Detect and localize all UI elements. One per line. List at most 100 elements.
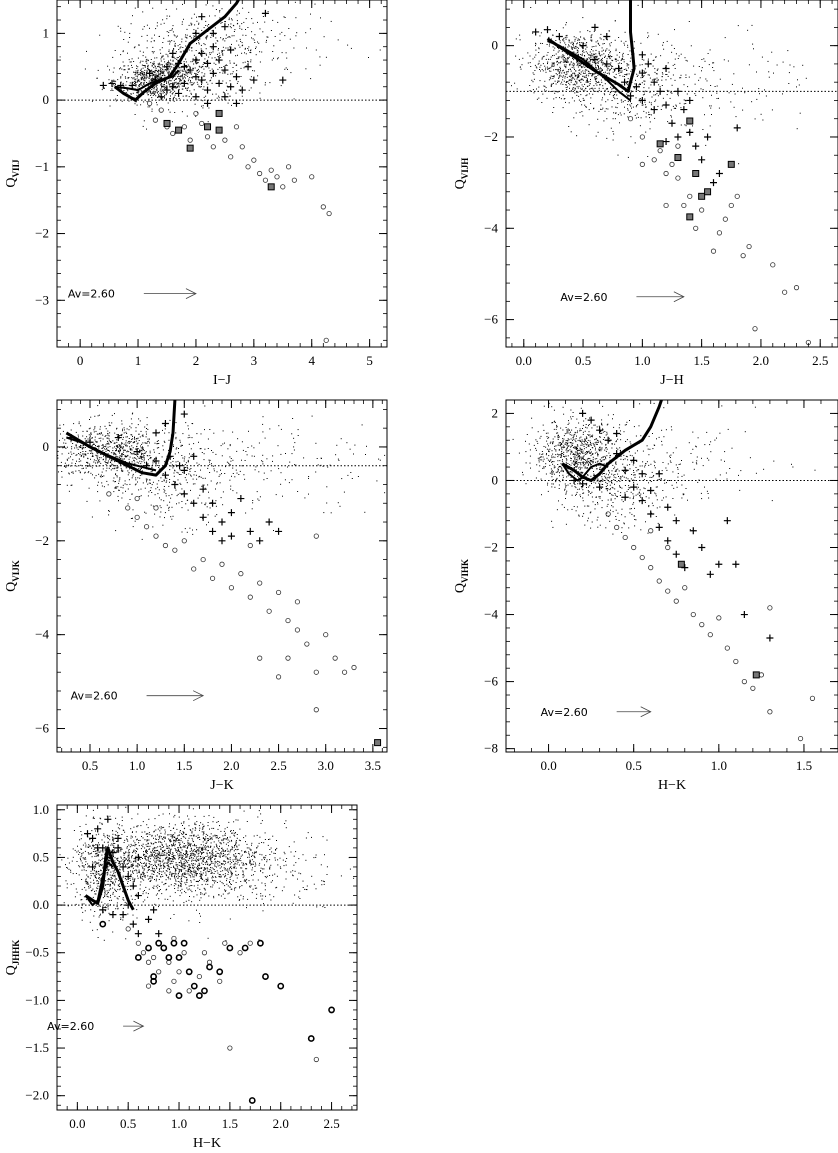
cloud-point	[579, 43, 581, 45]
cloud-point	[214, 27, 216, 29]
cloud-point	[553, 75, 555, 77]
cloud-point	[531, 79, 533, 81]
cloud-point	[205, 53, 207, 55]
cloud-point	[635, 117, 637, 119]
cloud-point	[578, 422, 580, 424]
cloud-point	[555, 73, 557, 75]
cloud-point	[83, 444, 84, 446]
cloud-point	[574, 40, 576, 42]
cloud-point	[159, 74, 161, 76]
plot-area	[57, 0, 387, 343]
cloud-point	[165, 85, 167, 87]
plus-point	[204, 99, 212, 107]
cloud-point	[106, 467, 108, 469]
cloud-point	[601, 99, 603, 101]
cloud-point	[146, 70, 148, 72]
cloud-point	[83, 456, 85, 458]
cloud-point	[144, 73, 146, 75]
cloud-point	[596, 442, 598, 444]
open-circle-point	[294, 627, 301, 633]
cloud-point	[566, 432, 568, 434]
cloud-point	[116, 445, 118, 447]
cloud-point	[207, 25, 209, 27]
cloud-point	[142, 73, 144, 75]
cloud-point	[591, 46, 593, 48]
cloud-point	[141, 35, 143, 37]
cloud-point	[584, 83, 586, 85]
cloud-point	[576, 432, 578, 434]
cloud-point	[585, 106, 587, 108]
cloud-point	[129, 68, 130, 70]
cloud-point	[767, 60, 769, 62]
cloud-point	[181, 70, 183, 72]
cloud-point	[146, 442, 148, 444]
cloud-point	[130, 449, 132, 451]
cloud-point	[644, 104, 646, 106]
cloud-point	[162, 91, 164, 93]
cloud-point	[593, 30, 595, 32]
cloud-point	[131, 453, 133, 455]
cloud-point	[122, 484, 124, 486]
cloud-point	[572, 84, 574, 86]
cloud-point	[180, 80, 182, 82]
cloud-point	[232, 48, 234, 50]
cloud-point	[613, 90, 615, 92]
cloud-point	[138, 433, 140, 435]
cloud-point	[534, 56, 536, 58]
cloud-point	[245, 18, 247, 20]
plus-point	[146, 69, 154, 77]
plus-point	[246, 527, 254, 535]
cloud-point	[177, 76, 179, 78]
cloud-point	[218, 52, 220, 54]
cloud-point	[246, 454, 248, 456]
cloud-point	[145, 451, 147, 453]
cloud-point	[751, 101, 753, 103]
cloud-point	[221, 50, 223, 52]
cloud-point	[241, 52, 243, 54]
cloud-point	[631, 103, 633, 105]
cloud-point	[694, 83, 696, 85]
cloud-point	[588, 73, 590, 75]
cloud-point	[724, 37, 726, 39]
cloud-point	[764, 89, 765, 91]
cloud-point	[229, 60, 231, 62]
cloud-point	[630, 101, 631, 103]
open-circle-point	[247, 594, 253, 600]
cloud-point	[590, 435, 592, 437]
cloud-point	[97, 455, 99, 457]
cloud-point	[560, 67, 561, 69]
cloud-point	[96, 462, 98, 464]
cloud-point	[565, 463, 567, 465]
cloud-point	[204, 44, 206, 46]
cloud-point	[250, 87, 252, 89]
cloud-point	[161, 86, 163, 88]
plus-point	[192, 56, 200, 64]
cloud-point	[146, 455, 148, 457]
cloud-point	[82, 453, 84, 455]
cloud-point	[140, 82, 142, 84]
cloud-point	[114, 461, 116, 463]
cloud-point	[166, 18, 168, 20]
cloud-point	[81, 448, 83, 450]
cloud-point	[208, 24, 210, 25]
cloud-point	[132, 92, 134, 94]
cloud-point	[575, 47, 577, 49]
cloud-point	[567, 424, 569, 425]
cloud-point	[731, 83, 733, 85]
cloud-point	[167, 72, 169, 74]
cloud-point	[672, 64, 674, 66]
cloud-point	[122, 61, 124, 63]
cloud-point	[624, 31, 626, 33]
cloud-point	[572, 87, 574, 89]
cloud-point	[592, 88, 594, 90]
cloud-point	[116, 444, 118, 446]
cloud-point	[140, 455, 142, 457]
x-tick-label: 1.0	[634, 353, 650, 368]
cloud-point	[178, 67, 180, 69]
cloud-point	[160, 58, 162, 60]
cloud-point	[266, 478, 268, 479]
cloud-point	[148, 459, 149, 461]
cloud-point	[576, 77, 578, 79]
open-circle-point	[326, 210, 332, 217]
cloud-point	[259, 61, 261, 63]
